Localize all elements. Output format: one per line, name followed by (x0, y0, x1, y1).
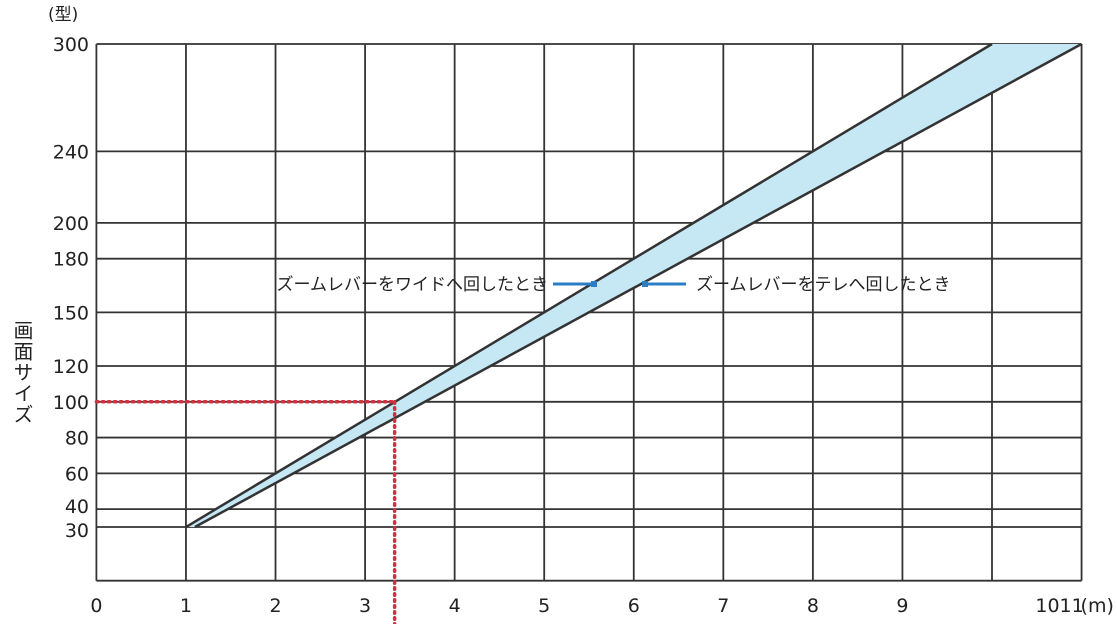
x-tick-label: 0 (90, 595, 102, 617)
x-tick-label: 1 (180, 595, 192, 617)
x-tick-label: 10 (1035, 595, 1059, 617)
x-tick-label: 2 (269, 595, 281, 617)
y-axis-label: 画面サイズ (10, 320, 34, 425)
y-tick-label: 60 (65, 463, 89, 485)
y-tick-label: 240 (53, 141, 89, 163)
y-tick-label: 300 (53, 34, 89, 56)
annotation-dot-tele (642, 281, 648, 287)
y-tick-label: 180 (53, 249, 89, 271)
y-tick-label: 30 (65, 520, 89, 542)
x-tick-label: 9 (896, 595, 908, 617)
series-line-wide (185, 42, 993, 529)
x-tick-label: 11 (1060, 595, 1084, 617)
series-line-tele (194, 42, 1083, 529)
annotations: ズームレバーをワイドへ回したとき ズームレバーをテレへ回したとき (277, 275, 951, 295)
y-tick-label: 120 (53, 356, 89, 378)
x-tick-label: 7 (717, 595, 729, 617)
annotation-wide: ズームレバーをワイドへ回したとき (277, 275, 549, 295)
y-tick-label: 200 (53, 213, 89, 235)
y-tick-label: 100 (53, 392, 89, 414)
y-tick-label: 40 (65, 496, 89, 518)
x-tick-label: 8 (807, 595, 819, 617)
y-tick-label: 150 (53, 302, 89, 324)
y-tick-label: 80 (65, 428, 89, 450)
annotation-dot-wide (591, 281, 597, 287)
y-unit-label: (型) (48, 5, 78, 25)
x-tick-labels: 0 1 2 3 4 5 6 7 8 9 10 11 (90, 595, 1083, 617)
x-tick-label: 3 (359, 595, 371, 617)
x-unit-label: (m) (1081, 595, 1114, 617)
x-tick-label: 5 (538, 595, 550, 617)
x-tick-label: 6 (628, 595, 640, 617)
x-tick-label: 4 (449, 595, 461, 617)
annotation-tele: ズームレバーをテレへ回したとき (696, 275, 951, 295)
reference-lines (94, 400, 397, 624)
grid (95, 43, 1083, 582)
